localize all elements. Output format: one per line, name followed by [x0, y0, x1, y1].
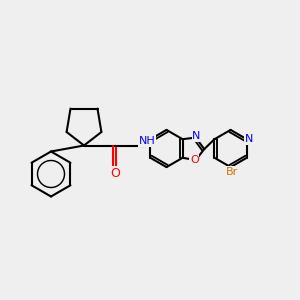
Text: NH: NH: [139, 136, 155, 146]
Text: N: N: [245, 134, 253, 144]
Text: N: N: [192, 131, 201, 141]
Text: Br: Br: [226, 167, 238, 177]
Text: O: O: [190, 155, 199, 165]
Text: O: O: [111, 167, 120, 180]
